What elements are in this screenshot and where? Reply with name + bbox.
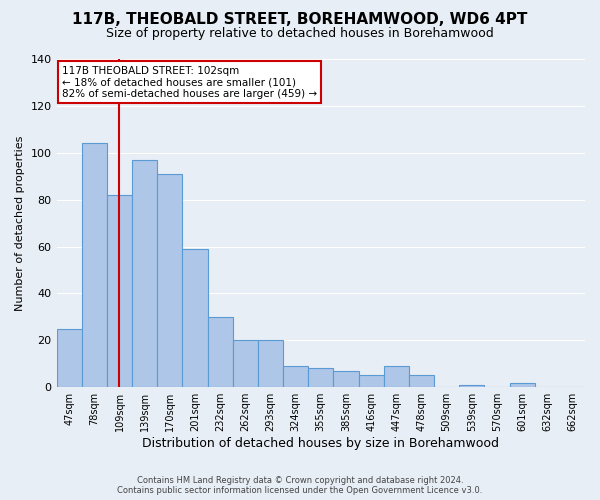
Bar <box>283 366 308 387</box>
Bar <box>182 249 208 387</box>
Bar <box>157 174 182 387</box>
Bar <box>82 144 107 387</box>
Bar <box>258 340 283 387</box>
Bar <box>233 340 258 387</box>
Bar <box>509 382 535 387</box>
Y-axis label: Number of detached properties: Number of detached properties <box>15 136 25 311</box>
Text: 117B THEOBALD STREET: 102sqm
← 18% of detached houses are smaller (101)
82% of s: 117B THEOBALD STREET: 102sqm ← 18% of de… <box>62 66 317 99</box>
Text: 117B, THEOBALD STREET, BOREHAMWOOD, WD6 4PT: 117B, THEOBALD STREET, BOREHAMWOOD, WD6 … <box>73 12 527 28</box>
Bar <box>56 328 82 387</box>
X-axis label: Distribution of detached houses by size in Borehamwood: Distribution of detached houses by size … <box>142 437 499 450</box>
Bar <box>334 371 359 387</box>
Bar <box>308 368 334 387</box>
Bar <box>132 160 157 387</box>
Text: Contains HM Land Registry data © Crown copyright and database right 2024.
Contai: Contains HM Land Registry data © Crown c… <box>118 476 482 495</box>
Bar <box>409 376 434 387</box>
Bar <box>359 376 383 387</box>
Bar <box>459 385 484 387</box>
Bar <box>208 317 233 387</box>
Bar <box>107 195 132 387</box>
Text: Size of property relative to detached houses in Borehamwood: Size of property relative to detached ho… <box>106 28 494 40</box>
Bar <box>383 366 409 387</box>
